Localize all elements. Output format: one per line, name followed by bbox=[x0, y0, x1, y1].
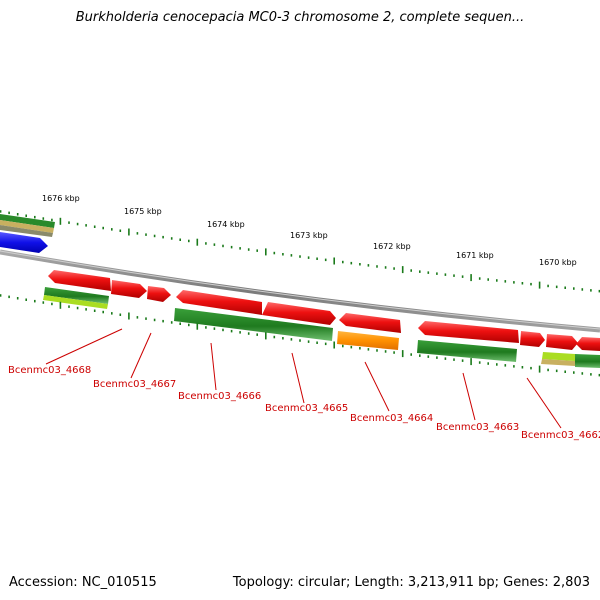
gene-label-4666[interactable]: Bcenmc03_4666 bbox=[178, 391, 261, 402]
gene-4664 bbox=[339, 313, 401, 333]
ruler-label-1672: 1672 kbp bbox=[373, 242, 411, 251]
accession-text: Accession: NC_010515 bbox=[9, 575, 157, 590]
gene-4668 bbox=[48, 270, 111, 291]
ruler-label-1671: 1671 kbp bbox=[456, 251, 494, 260]
gene-4665 bbox=[262, 302, 336, 325]
leader-4665 bbox=[291, 352, 305, 404]
gene-label-4667[interactable]: Bcenmc03_4667 bbox=[93, 379, 176, 390]
gene-reverse-3 bbox=[417, 340, 517, 362]
ruler-label-1673: 1673 kbp bbox=[290, 231, 328, 240]
gene-reverse-1-lime bbox=[43, 295, 108, 309]
topology-text: Topology: circular; Length: 3,213,911 bp… bbox=[232, 575, 590, 590]
gene-label-4662[interactable]: Bcenmc03_4662 bbox=[521, 430, 600, 441]
ruler-label-1675: 1675 kbp bbox=[124, 207, 162, 216]
outer-left-features bbox=[0, 214, 55, 253]
gene-reverse-1 bbox=[44, 287, 109, 304]
gene-reverse-2 bbox=[174, 308, 333, 341]
gene-4667-a bbox=[111, 280, 147, 298]
leader-4666 bbox=[210, 342, 217, 391]
gene-4662-a bbox=[520, 331, 545, 347]
reverse-genes bbox=[43, 287, 600, 368]
gene-4667-b bbox=[147, 286, 171, 302]
gene-label-4665[interactable]: Bcenmc03_4665 bbox=[265, 403, 348, 414]
gene-reverse-5 bbox=[575, 354, 600, 368]
gene-4662-b bbox=[546, 334, 578, 350]
gene-blue bbox=[0, 232, 48, 253]
gene-outer-green bbox=[0, 214, 55, 228]
leader-4668 bbox=[45, 328, 123, 365]
upper-tick-track bbox=[0, 210, 600, 293]
ruler-label-1670: 1670 kbp bbox=[539, 258, 577, 267]
ruler-label-1674: 1674 kbp bbox=[207, 220, 245, 229]
backbone-highlight bbox=[0, 250, 600, 330]
gene-outer-tan bbox=[0, 220, 54, 233]
gene-reverse-4-lime bbox=[542, 352, 575, 361]
genome-backbone bbox=[0, 249, 600, 333]
leader-4667 bbox=[130, 332, 152, 379]
gene-labels: Bcenmc03_4668 Bcenmc03_4667 Bcenmc03_466… bbox=[8, 365, 600, 441]
gene-orange bbox=[337, 331, 399, 350]
label-leaders bbox=[45, 328, 562, 429]
map-title: Burkholderia cenocepacia MC0-3 chromosom… bbox=[75, 10, 525, 25]
leader-4663 bbox=[462, 372, 476, 421]
forward-genes bbox=[48, 270, 600, 351]
gene-outer-grey bbox=[0, 225, 53, 237]
gene-4661 bbox=[576, 337, 600, 351]
gene-reverse-4-tan bbox=[541, 359, 575, 366]
gene-label-4664[interactable]: Bcenmc03_4664 bbox=[350, 413, 433, 424]
ruler-labels: 1676 kbp 1675 kbp 1674 kbp 1673 kbp 1672… bbox=[42, 194, 577, 267]
leader-4664 bbox=[364, 361, 390, 412]
lower-tick-track bbox=[0, 294, 600, 377]
gene-label-4668[interactable]: Bcenmc03_4668 bbox=[8, 365, 91, 376]
gene-4663 bbox=[418, 321, 519, 343]
ruler-label-1676: 1676 kbp bbox=[42, 194, 80, 203]
gene-4666 bbox=[176, 290, 262, 315]
leader-4662 bbox=[526, 377, 562, 429]
gene-label-4663[interactable]: Bcenmc03_4663 bbox=[436, 422, 519, 433]
